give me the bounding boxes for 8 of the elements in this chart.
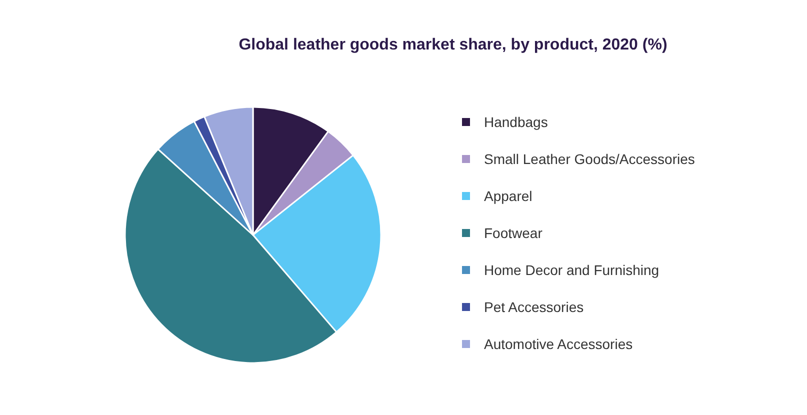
legend-label: Automotive Accessories	[484, 336, 633, 352]
legend-label: Pet Accessories	[484, 299, 584, 315]
legend-label: Home Decor and Furnishing	[484, 262, 660, 278]
legend-label: Small Leather Goods/Accessories	[484, 151, 695, 167]
chart-title: Global leather goods market share, by product, 2020 (%)	[238, 36, 668, 54]
legend-label: Footwear	[484, 225, 543, 241]
legend-label: Apparel	[484, 188, 532, 204]
legend-label: Handbags	[484, 114, 548, 130]
